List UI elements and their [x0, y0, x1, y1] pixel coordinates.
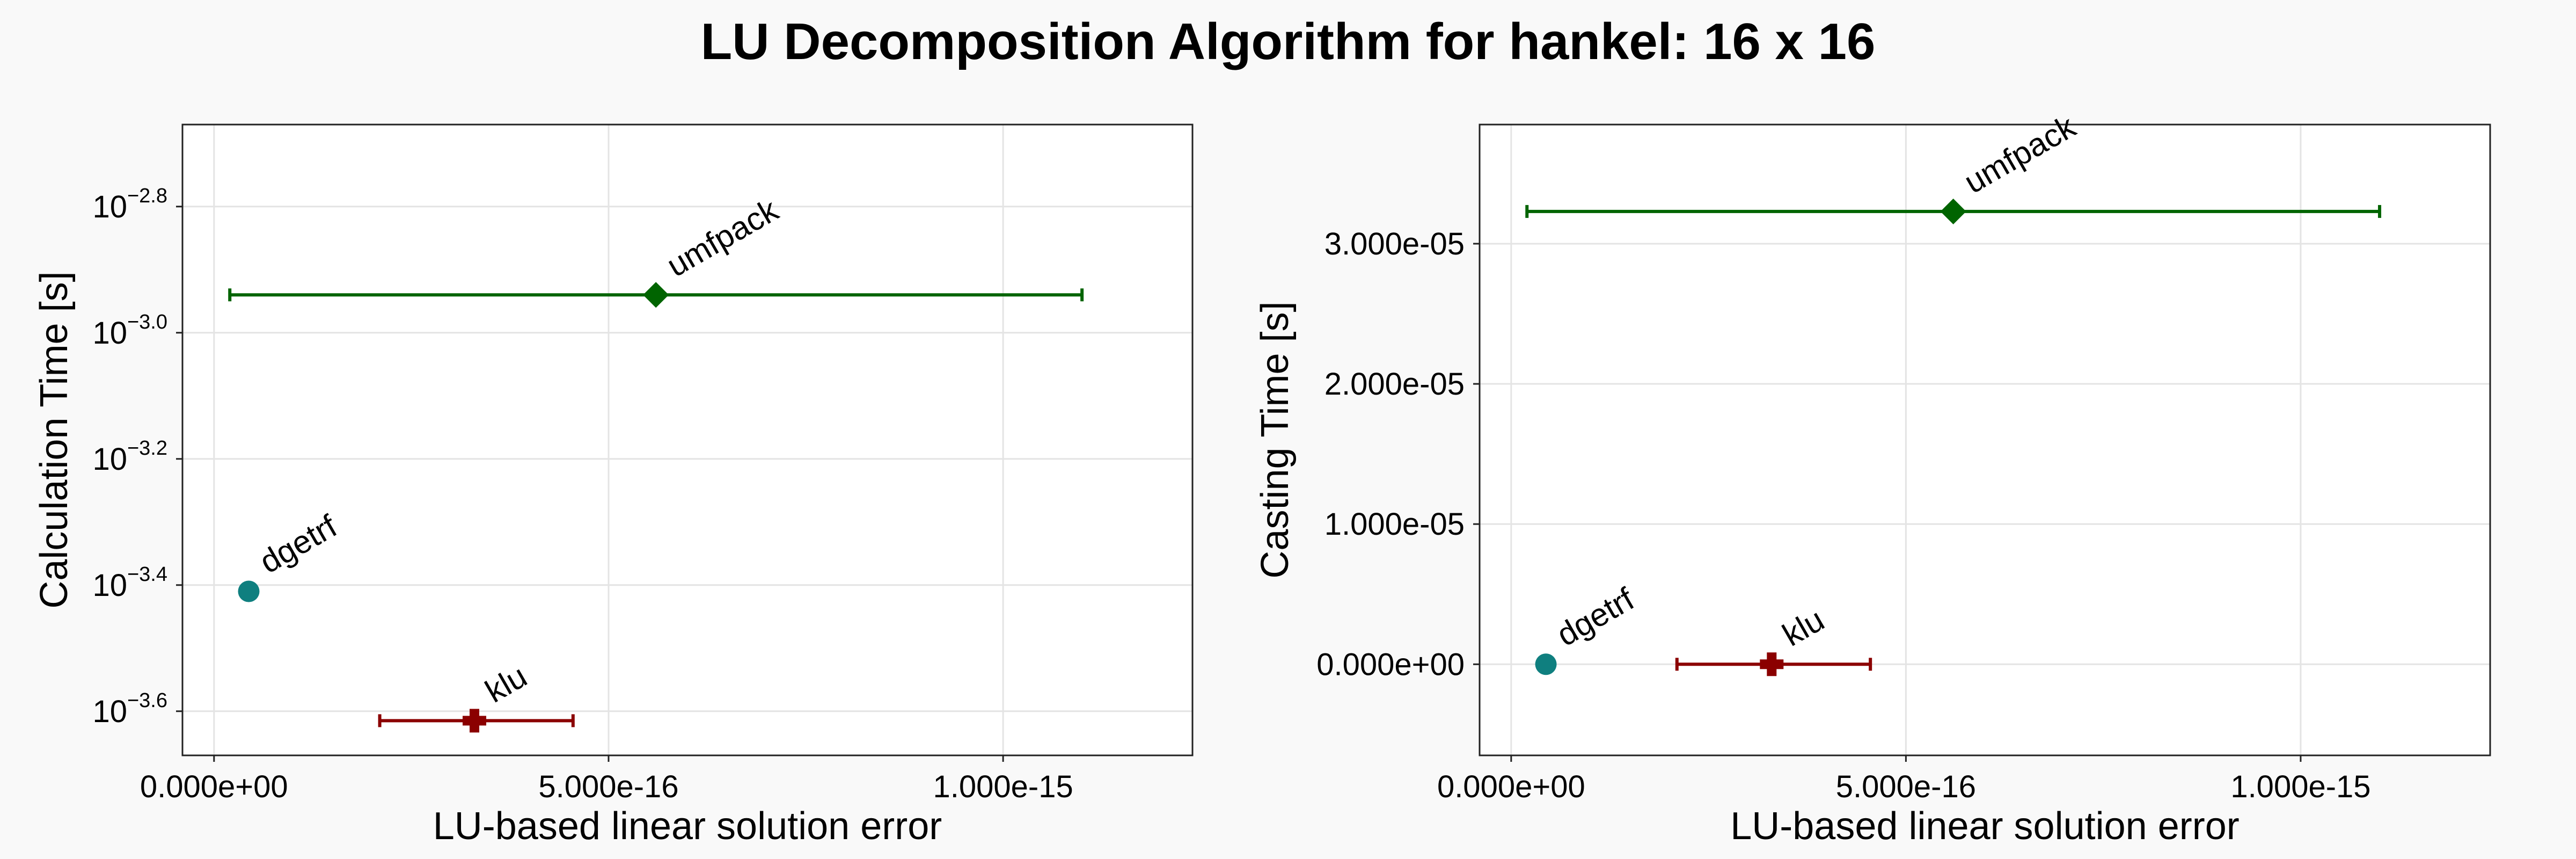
y-tick-label: 1.000e-05 — [1324, 507, 1465, 542]
x-tick-label: 1.000e-15 — [2230, 769, 2370, 804]
y-tick-label: 10−3.2 — [92, 437, 167, 477]
casting-time-panel: 0.000e+00 5.000e-16 1.000e-15 0.000e+00 1.00… — [1254, 108, 2491, 848]
calculation-time-panel: 0.000e+00 5.000e-16 1.000e-15 10−3.6 10−3.4 1… — [33, 123, 1194, 848]
y-tick-label: 10−3.6 — [92, 689, 167, 729]
x-tick-label: 5.000e-16 — [538, 769, 678, 804]
x-tick-label: 0.000e+00 — [1437, 769, 1585, 804]
x-tick-label: 5.000e-16 — [1836, 769, 1976, 804]
x-tick-label: 1.000e-15 — [933, 769, 1073, 804]
y-tick-label: 0.000e+00 — [1316, 647, 1465, 682]
figure-title: LU Decomposition Algorithm for hankel: 1… — [701, 13, 1876, 70]
y-tick-label: 3.000e-05 — [1324, 227, 1465, 261]
marker-klu — [463, 709, 487, 733]
marker-umfpack — [643, 282, 669, 308]
y-axis-label: Casting Time [s] — [1254, 301, 1297, 578]
x-axis-label: LU-based linear solution error — [433, 805, 942, 848]
plot-area — [1479, 123, 2491, 756]
marker-umfpack — [1940, 198, 1966, 224]
plot-frame — [1479, 123, 2491, 756]
x-tick-label: 0.000e+00 — [140, 769, 288, 804]
y-axis-label: Calculation Time [s] — [33, 271, 76, 608]
x-axis-label: LU-based linear solution error — [1730, 805, 2239, 848]
plot-frame — [181, 123, 1194, 756]
marker-klu — [1760, 652, 1784, 676]
marker-dgetrf — [238, 580, 260, 602]
y-tick-label: 10−2.8 — [92, 185, 167, 224]
y-tick-label: 10−3.4 — [92, 563, 167, 603]
y-tick-label: 2.000e-05 — [1324, 367, 1465, 402]
y-tick-label: 10−3.0 — [92, 311, 167, 351]
plot-area — [181, 123, 1194, 756]
marker-dgetrf — [1535, 653, 1557, 675]
